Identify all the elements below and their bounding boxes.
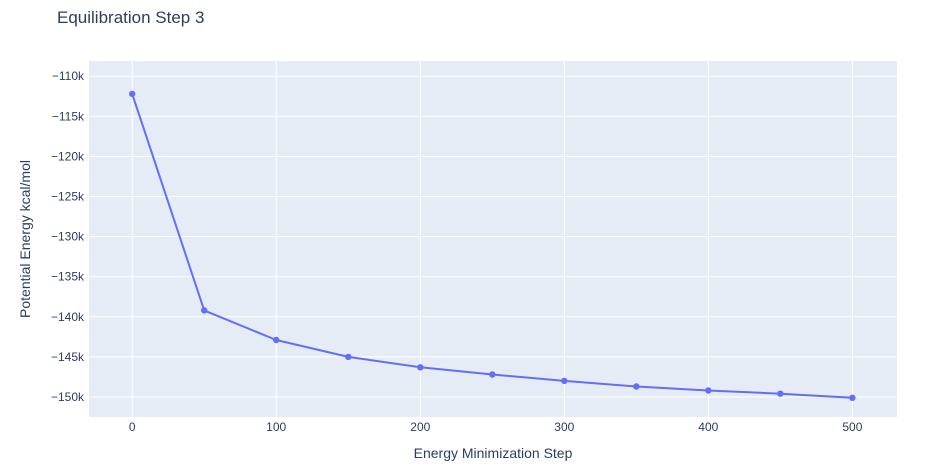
data-point-marker[interactable] — [417, 364, 424, 371]
plot-background[interactable] — [89, 61, 897, 417]
y-tick-label: −130k — [51, 230, 85, 244]
data-point-marker[interactable] — [561, 377, 568, 385]
data-point-marker[interactable] — [849, 394, 856, 401]
y-tick-label: −120k — [51, 149, 85, 163]
y-tick-label: −135k — [51, 270, 85, 284]
data-point-marker[interactable] — [489, 371, 496, 378]
y-tick-label: −150k — [51, 390, 85, 404]
y-tick-label: −110k — [52, 69, 85, 83]
data-point-marker[interactable] — [273, 336, 280, 344]
y-axis-title: Potential Energy kcal/mol — [17, 160, 33, 318]
data-point-marker[interactable] — [705, 387, 712, 394]
data-point-marker[interactable] — [777, 390, 784, 397]
x-tick-label: 400 — [698, 420, 718, 434]
chart-title: Equilibration Step 3 — [57, 8, 205, 27]
x-tick-label: 100 — [266, 420, 286, 434]
data-point-marker[interactable] — [345, 353, 352, 361]
y-tick-label: −145k — [51, 350, 85, 364]
data-point-marker[interactable] — [129, 90, 136, 98]
y-tick-label: −140k — [51, 310, 85, 324]
x-tick-label: 500 — [842, 420, 862, 434]
data-point-marker[interactable] — [201, 307, 208, 314]
x-tick-label: 300 — [554, 420, 574, 434]
x-axis-title: Energy Minimization Step — [413, 445, 573, 461]
y-tick-label: −115k — [52, 109, 85, 123]
data-point-marker[interactable] — [633, 383, 640, 390]
y-tick-label: −125k — [51, 190, 85, 204]
x-tick-label: 0 — [129, 420, 136, 434]
x-tick-label: 200 — [410, 420, 430, 434]
